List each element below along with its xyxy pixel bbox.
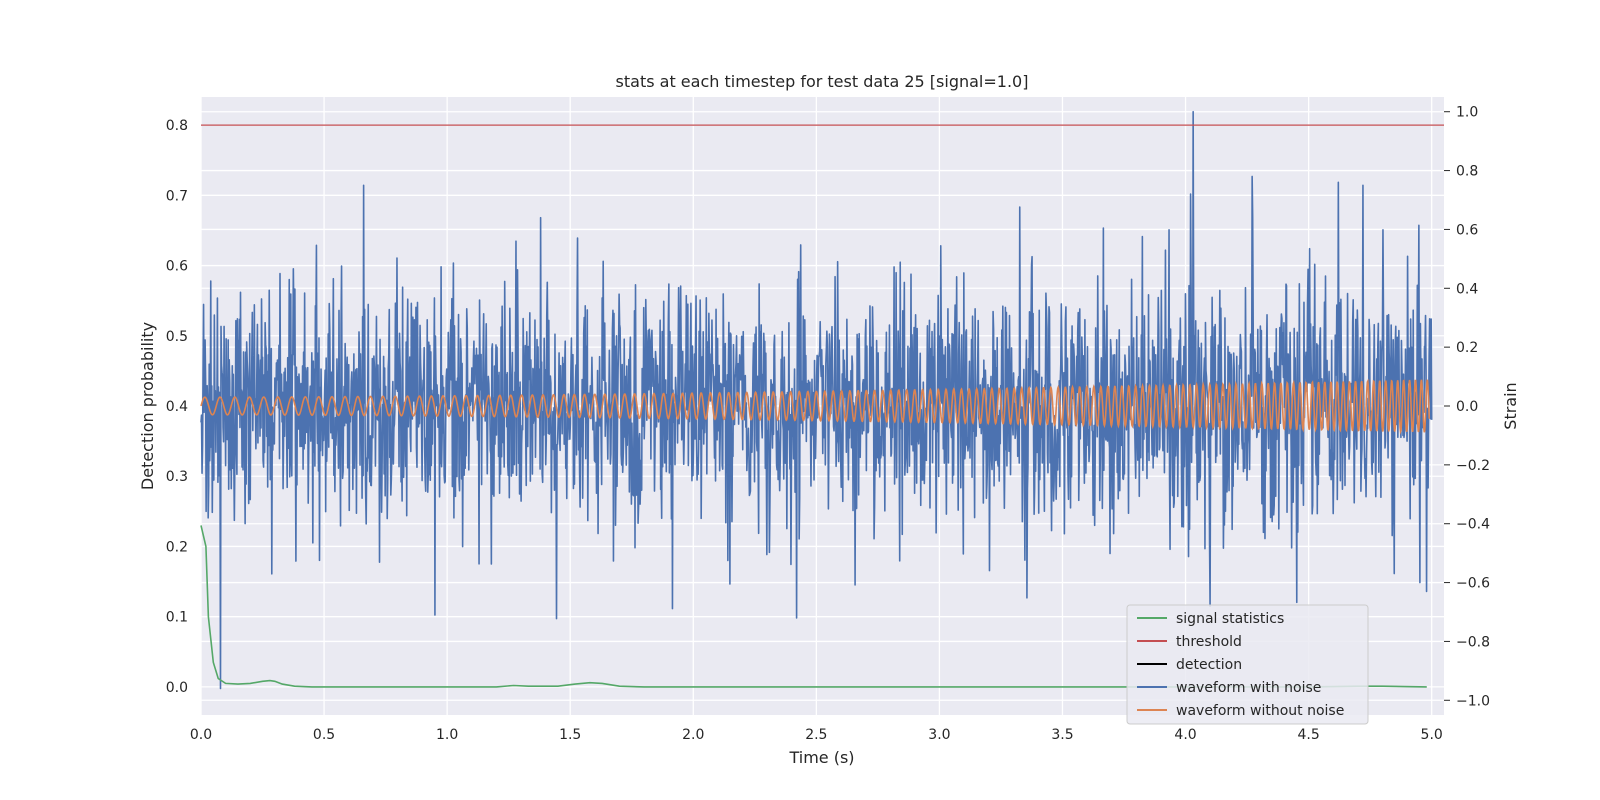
y-right-tick-label: −0.6 [1456,576,1490,592]
y-tick-label: 0.0 [166,680,188,696]
legend: signal statistics threshold detection wavef… [1126,604,1369,725]
legend-label: waveform with noise [1176,680,1321,696]
y-right-tick-label: 0.8 [1456,164,1478,180]
x-tick-label: 0.5 [313,727,335,743]
series-waveform-without-noise [200,378,1431,435]
y-tick-label: 0.6 [166,259,188,275]
x-tick-label: 0.0 [190,727,212,743]
y-tick-label: 0.5 [166,329,188,345]
x-tick-label: 2.5 [805,727,827,743]
x-tick-label: 4.5 [1297,727,1319,743]
y-tick-label: 0.3 [166,469,188,485]
x-axis-label: Time (s) [788,748,854,767]
y-right-axis-label: Strain [1501,382,1520,429]
x-tick-labels: 0.0 0.5 1.0 1.5 2.0 2.5 3.0 3.5 4.0 4.5 5.0 [190,727,1443,743]
legend-label: waveform without noise [1176,703,1344,719]
y-tick-labels: 0.0 0.1 0.2 0.3 0.4 0.5 0.6 0.7 0.8 [166,118,188,696]
x-tick-label: 5.0 [1421,727,1443,743]
y-right-tick-label: 0.6 [1456,222,1478,238]
y-tick-label: 0.8 [166,118,188,134]
x-tick-label: 4.0 [1174,727,1196,743]
x-tick-label: 2.0 [682,727,704,743]
x-tick-label: 1.5 [559,727,581,743]
y-right-tick-label: 0.2 [1456,340,1478,356]
y-tick-label: 0.4 [166,399,188,415]
legend-label: detection [1176,657,1242,673]
y-right-tick-label: 0.4 [1456,281,1478,297]
series-layer [200,110,1444,690]
legend-label: threshold [1176,634,1242,650]
y-right-tick-label: −0.2 [1456,458,1490,474]
y-tick-label: 0.1 [166,610,188,626]
y-tick-label: 0.2 [166,539,188,555]
y-axis-label: Detection probability [138,322,157,490]
y-right-tick-label: −1.0 [1456,693,1490,709]
x-tick-label: 1.0 [436,727,458,743]
legend-label: signal statistics [1176,611,1284,627]
series-waveform-with-noise [200,110,1433,690]
chart-title: stats at each timestep for test data 25 … [616,72,1029,91]
x-tick-label: 3.5 [1051,727,1073,743]
y-right-tick-label: −0.8 [1456,634,1490,650]
y-right-tick-labels: −1.0 −0.8 −0.6 −0.4 −0.2 0.0 0.2 0.4 0.6 0.8 1.0 [1444,105,1490,709]
y-tick-label: 0.7 [166,188,188,204]
legend-box [1126,604,1369,725]
x-tick-label: 3.0 [928,727,950,743]
y-right-tick-label: 0.0 [1456,399,1478,415]
y-right-tick-label: 1.0 [1456,105,1478,121]
y-right-tick-label: −0.4 [1456,517,1490,533]
series-signal-statistics [200,525,1427,688]
